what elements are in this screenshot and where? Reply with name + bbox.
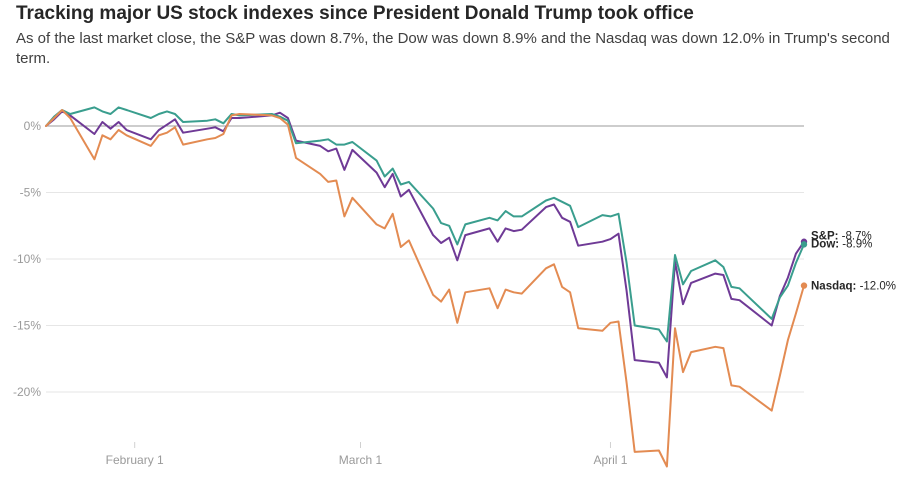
series-line-nasdaq bbox=[45, 109, 805, 468]
y-axis: 0% -5% -10% -15% -20% bbox=[13, 119, 41, 399]
end-label-nasdaq: Nasdaq: -12.0% bbox=[811, 281, 896, 293]
end-label-value: -8.7% bbox=[838, 231, 871, 243]
end-label-name: Nasdaq: bbox=[811, 281, 856, 293]
end-point-nasdaq bbox=[800, 282, 808, 289]
end-label-name: S&P: bbox=[811, 231, 838, 243]
end-label-name: Dow: bbox=[811, 238, 839, 250]
series-lines bbox=[45, 106, 805, 468]
chart-title: Tracking major US stock indexes since Pr… bbox=[16, 3, 694, 24]
x-tick-label: February 1 bbox=[106, 453, 164, 467]
end-labels: S&P: -8.7%Dow: -8.9% Nasdaq: -12.0% bbox=[800, 231, 896, 293]
x-tick-label: March 1 bbox=[339, 453, 383, 467]
end-label-sp: S&P: -8.7% bbox=[811, 231, 872, 243]
series-line-sp bbox=[45, 110, 805, 379]
end-label-value: -8.9% bbox=[839, 238, 872, 250]
x-tick-label: April 1 bbox=[593, 453, 627, 467]
end-point-dow bbox=[800, 241, 808, 248]
y-tick-label: -15% bbox=[13, 319, 41, 333]
y-tick-label: -5% bbox=[20, 186, 42, 200]
chart-subtitle: As of the last market close, the S&P was… bbox=[16, 30, 890, 67]
series-line-dow bbox=[45, 106, 805, 343]
grid-lines bbox=[46, 125, 804, 393]
end-label-value: -12.0% bbox=[856, 281, 896, 293]
x-axis: February 1 March 1 April 1 bbox=[106, 442, 628, 467]
y-tick-label: -20% bbox=[13, 385, 41, 399]
y-tick-label: 0% bbox=[24, 119, 42, 133]
y-tick-label: -10% bbox=[13, 252, 41, 266]
end-label-dow: Dow: -8.9% bbox=[811, 238, 872, 250]
